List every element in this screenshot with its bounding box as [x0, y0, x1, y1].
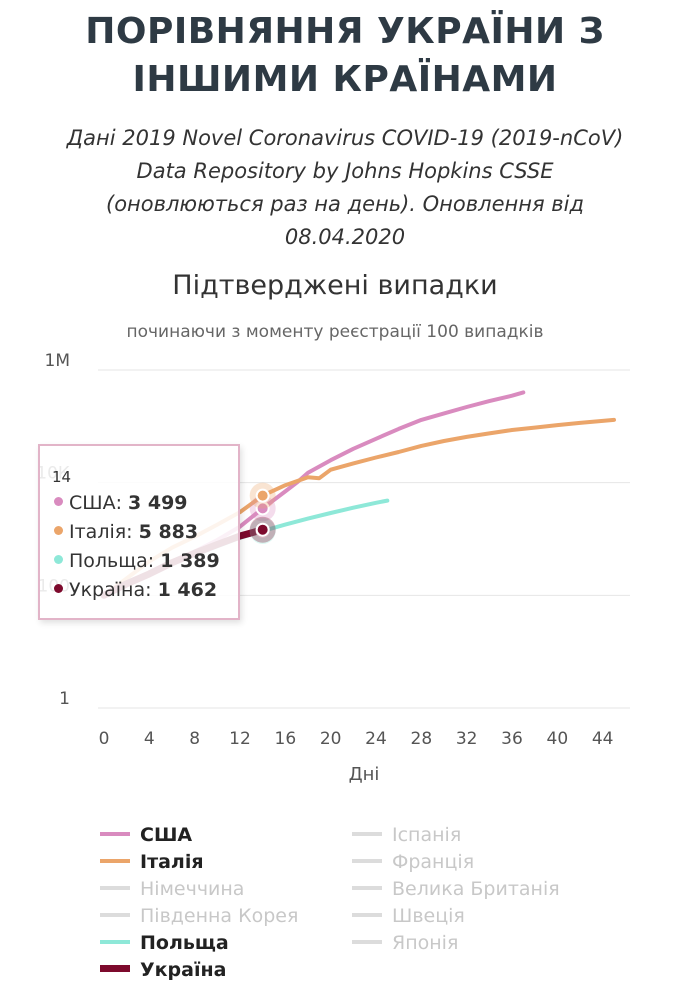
south-korea-line-icon [100, 912, 130, 917]
usa-line-icon [100, 831, 130, 836]
tooltip-label: США: [69, 492, 122, 514]
tooltip-row-poland: Польща: 1 389 [54, 550, 220, 572]
x-axis-label: Дні [349, 764, 380, 785]
tooltip-day: 14 [52, 468, 72, 486]
tooltip-value: 1 389 [160, 550, 220, 572]
legend-label: Іспанія [392, 824, 462, 846]
uk-line-icon [352, 885, 382, 890]
poland-line-icon [100, 939, 130, 944]
legend-item-spain[interactable]: Іспанія [352, 822, 461, 849]
legend-item-poland[interactable]: Польща [100, 930, 229, 957]
source-note: Дані 2019 Novel Coronavirus COVID-19 (20… [20, 122, 670, 254]
y-tick-label: 1M [45, 351, 70, 371]
chart-subtitle: починаючи з моменту реєстрації 100 випад… [126, 322, 544, 342]
legend-label: Німеччина [140, 878, 245, 900]
legend-item-usa[interactable]: США [100, 822, 192, 849]
legend-item-japan[interactable]: Японія [352, 930, 458, 957]
legend-item-sweden[interactable]: Швеція [352, 903, 465, 930]
source-line-2: Data Repository by Johns Hopkins CSSE [136, 159, 554, 183]
source-line-4: 08.04.2020 [284, 225, 406, 249]
ukraine-dot-icon [54, 584, 63, 593]
legend-item-south-korea[interactable]: Південна Корея [100, 903, 298, 930]
tooltip-label: Італія: [69, 521, 133, 543]
poland-dot-icon [54, 555, 63, 564]
x-tick-label: 0 [99, 729, 110, 749]
hover-point-3 [255, 522, 270, 537]
tooltip-value: 1 462 [157, 579, 218, 601]
y-tick-label: 1 [59, 689, 70, 709]
x-tick-label: 40 [547, 729, 569, 749]
legend-label: Польща [140, 932, 229, 954]
legend-label: Україна [140, 959, 227, 981]
legend-label: США [140, 824, 193, 846]
x-tick-label: 8 [189, 729, 200, 749]
source-line-3: (оновлюються раз на день). Оновлення від [106, 192, 584, 216]
japan-line-icon [352, 939, 382, 944]
x-tick-label: 4 [144, 729, 155, 749]
tooltip-row-ukraine: Україна: 1 462 [54, 579, 217, 601]
legend-label: Франція [392, 851, 475, 873]
legend-item-france[interactable]: Франція [352, 849, 474, 876]
chart-tooltip: 14 США: 3 499 Італія: 5 883 Польща: 1 38… [38, 444, 240, 620]
germany-line-icon [100, 885, 130, 890]
legend-label: Італія [140, 851, 204, 873]
tooltip-row-italy: Італія: 5 883 [54, 521, 198, 543]
legend-item-uk[interactable]: Велика Британія [352, 876, 560, 903]
title-line-2: ІНШИМИ КРАЇНАМИ [132, 59, 558, 100]
x-tick-label: 12 [229, 729, 251, 749]
legend-item-ukraine[interactable]: Україна [100, 957, 226, 984]
ukraine-line-icon [100, 965, 130, 972]
x-tick-label: 28 [411, 729, 433, 749]
legend-label: Японія [392, 932, 459, 954]
x-tick-label: 24 [365, 729, 387, 749]
sweden-line-icon [352, 912, 382, 917]
x-tick-label: 36 [501, 729, 523, 749]
tooltip-value: 3 499 [128, 492, 188, 514]
page-title: ПОРІВНЯННЯ УКРАЇНИ З ІНШИМИ КРАЇНАМИ [0, 8, 690, 104]
x-tick-label: 44 [592, 729, 614, 749]
france-line-icon [352, 858, 382, 863]
legend-label: Велика Британія [392, 878, 560, 900]
spain-line-icon [352, 831, 382, 836]
source-line-1: Дані 2019 Novel Coronavirus COVID-19 (20… [66, 126, 624, 150]
tooltip-row-usa: США: 3 499 [54, 492, 188, 514]
hover-point-1 [255, 488, 270, 503]
legend-label: Швеція [392, 905, 465, 927]
legend-label: Південна Корея [140, 905, 299, 927]
title-line-1: ПОРІВНЯННЯ УКРАЇНИ З [85, 11, 605, 52]
tooltip-label: Україна: [69, 579, 152, 601]
chart-title: Підтверджені випадки [172, 270, 498, 301]
legend-item-germany[interactable]: Німеччина [100, 876, 244, 903]
tooltip-value: 5 883 [138, 521, 199, 543]
usa-dot-icon [54, 497, 63, 506]
x-tick-label: 20 [320, 729, 342, 749]
italy-line-icon [100, 858, 130, 863]
x-tick-label: 32 [456, 729, 478, 749]
x-tick-label: 16 [275, 729, 297, 749]
tooltip-label: Польща: [69, 550, 155, 572]
italy-dot-icon [54, 526, 63, 535]
legend-item-italy[interactable]: Італія [100, 849, 204, 876]
